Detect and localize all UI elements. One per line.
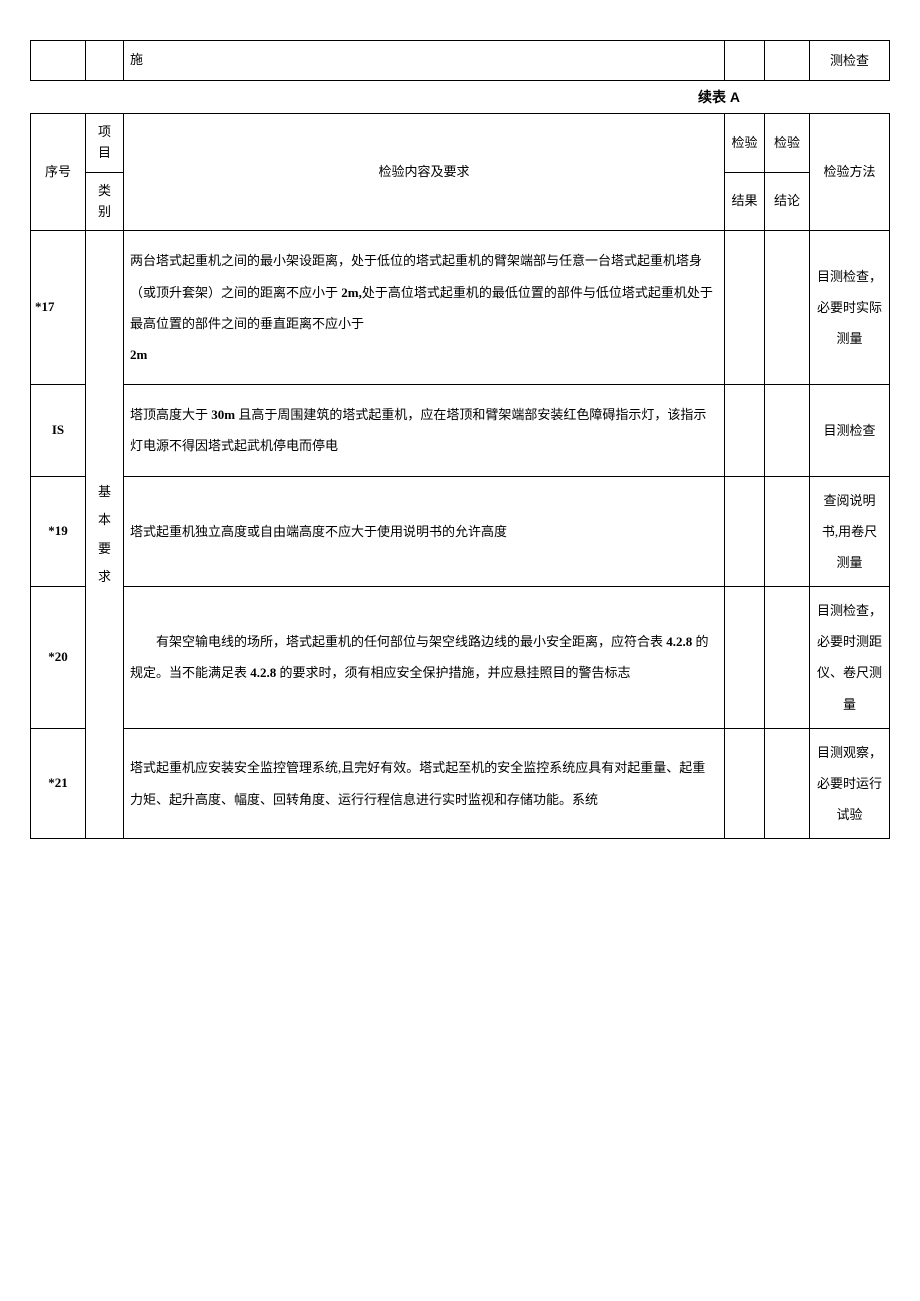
row-method: 查阅说明书,用卷尺测量 bbox=[810, 476, 890, 587]
header-category-2: 类别 bbox=[86, 172, 124, 231]
row-content: 有架空输电线的场所，塔式起重机的任何部位与架空线路边线的最小安全距离，应符合表 … bbox=[124, 587, 725, 729]
row-result bbox=[725, 587, 765, 729]
row-result bbox=[725, 728, 765, 839]
header-conclusion-2: 结论 bbox=[765, 172, 810, 231]
content-bold: 4.2.8 bbox=[250, 665, 279, 680]
row-method: 目测检查，必要时测距仪、卷尺测量 bbox=[810, 587, 890, 729]
row-method: 目测检查 bbox=[810, 385, 890, 476]
fragment-result bbox=[725, 41, 765, 81]
row-content: 两台塔式起重机之间的最小架设距离，处于低位的塔式起重机的臂架端部与任意一台塔式起… bbox=[124, 231, 725, 385]
header-conclusion-1: 检验 bbox=[765, 114, 810, 173]
table-row: *19 塔式起重机独立高度或自由端高度不应大于使用说明书的允许高度 查阅说明书,… bbox=[31, 476, 890, 587]
table-row: *21 塔式起重机应安装安全监控管理系统,且完好有效。塔式起至机的安全监控系统应… bbox=[31, 728, 890, 839]
content-text: 有架空输电线的场所，塔式起重机的任何部位与架空线路边线的最小安全距离，应符合表 bbox=[130, 634, 666, 649]
row-result bbox=[725, 476, 765, 587]
row-content: 塔式起重机应安装安全监控管理系统,且完好有效。塔式起至机的安全监控系统应具有对起… bbox=[124, 728, 725, 839]
content-bold: 2m, bbox=[341, 285, 362, 300]
fragment-method: 测检查 bbox=[810, 41, 890, 81]
row-seq: *21 bbox=[31, 728, 86, 839]
continuation-label: 续表 A bbox=[30, 81, 890, 113]
row-conclusion bbox=[765, 476, 810, 587]
content-bold: 30m bbox=[211, 407, 238, 422]
row-content: 塔式起重机独立高度或自由端高度不应大于使用说明书的允许高度 bbox=[124, 476, 725, 587]
row-result bbox=[725, 231, 765, 385]
header-category-1: 项目 bbox=[86, 114, 124, 173]
content-bold: 2m bbox=[130, 347, 147, 362]
row-seq: *20 bbox=[31, 587, 86, 729]
content-bold: 4.2.8 bbox=[666, 634, 695, 649]
category-cell: 基本要求 bbox=[86, 231, 124, 839]
header-content: 检验内容及要求 bbox=[124, 114, 725, 231]
row-conclusion bbox=[765, 385, 810, 476]
document-page: 施 测检查 续表 A 序号 项目 检验内容及要求 检验 检验 检验方法 类别 结… bbox=[30, 40, 890, 839]
fragment-content: 施 bbox=[124, 41, 725, 81]
row-conclusion bbox=[765, 231, 810, 385]
fragment-cat bbox=[86, 41, 124, 81]
inspection-table: 序号 项目 检验内容及要求 检验 检验 检验方法 类别 结果 结论 *17 基本… bbox=[30, 113, 890, 839]
fragment-conclusion bbox=[765, 41, 810, 81]
header-method: 检验方法 bbox=[810, 114, 890, 231]
row-seq: *17 bbox=[31, 231, 86, 385]
table-row: *20 有架空输电线的场所，塔式起重机的任何部位与架空线路边线的最小安全距离，应… bbox=[31, 587, 890, 729]
content-text: 塔顶高度大于 bbox=[130, 407, 211, 422]
row-conclusion bbox=[765, 728, 810, 839]
fragment-row: 施 测检查 bbox=[31, 41, 890, 81]
row-method: 目测检查，必要时实际测量 bbox=[810, 231, 890, 385]
fragment-seq bbox=[31, 41, 86, 81]
row-seq: *19 bbox=[31, 476, 86, 587]
table-header-row: 序号 项目 检验内容及要求 检验 检验 检验方法 bbox=[31, 114, 890, 173]
content-text: 的要求时，须有相应安全保护措施，并应悬挂照目的警告标志 bbox=[280, 665, 631, 680]
row-result bbox=[725, 385, 765, 476]
row-seq: IS bbox=[31, 385, 86, 476]
header-result-1: 检验 bbox=[725, 114, 765, 173]
row-method: 目测观察，必要时运行试验 bbox=[810, 728, 890, 839]
header-seq: 序号 bbox=[31, 114, 86, 231]
header-result-2: 结果 bbox=[725, 172, 765, 231]
fragment-table: 施 测检查 bbox=[30, 40, 890, 81]
category-label: 基本要求 bbox=[98, 484, 111, 585]
row-conclusion bbox=[765, 587, 810, 729]
table-row: *17 基本要求 两台塔式起重机之间的最小架设距离，处于低位的塔式起重机的臂架端… bbox=[31, 231, 890, 385]
table-row: IS 塔顶高度大于 30m 且高于周围建筑的塔式起重机，应在塔顶和臂架端部安装红… bbox=[31, 385, 890, 476]
row-content: 塔顶高度大于 30m 且高于周围建筑的塔式起重机，应在塔顶和臂架端部安装红色障碍… bbox=[124, 385, 725, 476]
